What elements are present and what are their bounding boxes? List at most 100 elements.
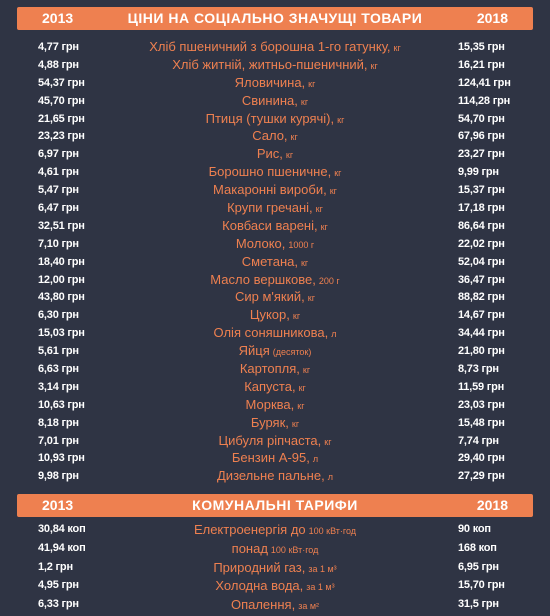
year-2018-label: 2018 [476,10,508,26]
price-2018: 168 коп [458,541,497,554]
price-2013: 18,40 грн [38,255,85,268]
price-2013: 43,80 грн [38,291,85,304]
list-item: 41,94 коп понад 100 кВт·год 168 коп [0,539,550,558]
list-item: 32,51 грн Ковбаси варені, кг 86,64 грн [0,217,550,235]
price-2013: 1,2 грн [38,560,73,573]
list-item: 6,33 грн Опалення, за м² 31,5 грн [0,595,550,614]
item-unit: кг [334,168,342,179]
item-unit: кг [285,150,294,161]
price-2013: 8,18 грн [38,416,79,429]
list-item: 4,95 грн Холодна вода, за 1 м³ 15,70 грн [0,576,550,595]
list-item: 5,61 грн Яйця (десяток) 21,80 грн [0,342,550,360]
price-2013: 15,03 грн [38,327,85,340]
item-unit: 200 г [318,275,340,286]
list-item: 6,63 грн Картопля, кг 8,73 грн [0,360,550,378]
item-name: Буряк, кг [0,414,550,433]
item-unit: 100 кВт·год [270,544,319,555]
item-name: Крупи гречані, кг [0,199,550,218]
price-2013: 4,61 грн [38,166,79,179]
item-unit: кг [320,221,328,232]
price-2013: 4,88 грн [38,58,79,71]
price-2018: 31,5 грн [458,598,499,611]
utility-tariff-list: 30,84 коп Електроенергія до 100 кВт·год 90 … [0,520,550,614]
year-2018-label: 2018 [476,497,508,513]
item-name: Капуста, кг [0,378,550,397]
item-name-text: Макаронні вироби, [213,182,327,198]
list-item: 30,84 коп Електроенергія до 100 кВт·год 90 … [0,520,550,539]
item-name-text: Олія соняшникова, [213,325,329,341]
item-unit: кг [329,186,337,197]
item-name-text: Яйця [238,343,270,359]
goods-price-list: 4,77 грн Хліб пшеничний з борошна 1-го га… [0,38,550,485]
item-name: Опалення, за м² [0,595,550,616]
item-name: Дизельне пальне, л [0,467,550,486]
price-2018: 15,35 грн [458,41,505,53]
price-2018: 16,21 грн [458,58,505,71]
price-2013: 6,30 грн [38,309,79,322]
price-2018: 11,59 грн [458,380,505,393]
list-item: 10,63 грн Морква, кг 23,03 грн [0,396,550,414]
price-2018: 52,04 грн [458,255,505,268]
item-name: Морква, кг [0,396,550,415]
item-unit: за 1 м³ [308,563,337,574]
price-2018: 17,18 грн [458,202,505,215]
list-item: 4,88 грн Хліб житній, житньо-пшеничний, кг… [0,56,550,74]
item-name-text: Борошно пшеничне, [208,164,332,180]
list-item: 10,93 грн Бензин А-95, л 29,40 грн [0,449,550,467]
item-unit: за м² [298,601,320,612]
price-2018: 14,67 грн [458,309,505,322]
list-item: 4,77 грн Хліб пшеничний з борошна 1-го га… [0,38,550,56]
item-name-text: Морква, [245,396,295,412]
item-unit: л [312,454,319,465]
item-unit: кг [292,311,301,322]
item-unit: 1000 г [288,239,315,250]
item-name-text: Природний газ, [213,559,306,575]
item-name: Макаронні вироби, кг [0,181,550,200]
list-item: 21,65 грн Птиця (тушки курячі), кг 54,70 гр… [0,110,550,128]
price-2013: 9,98 грн [38,470,79,483]
item-name-text: Дизельне пальне, [217,468,325,484]
section-title: ЦІНИ НА СОЦІАЛЬНО ЗНАЧУЩІ ТОВАРИ [127,10,423,26]
item-unit: кг [302,365,311,376]
item-name-text: Хліб пшеничний з борошна 1-го гатунку, [149,39,391,54]
item-name-text: Хліб житній, житньо-пшеничний, [172,56,368,72]
price-2018: 124,41 грн [458,76,511,89]
list-item: 45,70 грн Свинина, кг 114,28 грн [0,92,550,110]
item-name: Природний газ, за 1 м³ [0,558,550,579]
price-2013: 41,94 коп [38,541,86,554]
item-name-text: Птиця (тушки курячі), [205,110,335,126]
item-name-text: Цукор, [249,307,290,323]
price-2018: 88,82 грн [458,291,505,304]
price-2013: 12,00 грн [38,273,85,286]
item-unit: кг [298,382,306,393]
item-name: Птиця (тушки курячі), кг [0,110,550,129]
item-name-text: Опалення, [230,597,296,613]
price-2018: 23,27 грн [458,148,505,161]
price-2018: 8,73 грн [458,363,499,376]
item-name-text: Рис, [256,146,283,162]
price-2018: 9,99 грн [458,166,499,179]
list-item: 5,47 грн Макаронні вироби, кг 15,37 грн [0,181,550,199]
item-unit: кг [307,293,315,304]
price-2018: 15,70 грн [458,579,505,592]
price-2018: 36,47 грн [458,273,505,286]
item-name-text: Цибуля ріпчаста, [218,432,322,448]
price-2013: 7,10 грн [38,237,79,250]
price-2018: 15,37 грн [458,184,505,197]
item-unit: кг [297,400,305,411]
price-2013: 54,37 грн [38,76,85,89]
price-2018: 7,74 грн [458,434,499,447]
price-2018: 114,28 грн [458,94,511,107]
year-2013-label: 2013 [42,497,74,513]
list-item: 18,40 грн Сметана, кг 52,04 грн [0,253,550,271]
price-2018: 86,64 грн [458,219,505,232]
price-2013: 10,93 грн [38,452,85,465]
item-name: Яйця (десяток) [0,342,550,361]
item-unit: кг [315,204,323,215]
item-name: Свинина, кг [0,92,550,111]
price-2013: 6,33 грн [38,598,79,611]
item-name: Сало, кг [0,127,550,146]
item-name: Хліб пшеничний з борошна 1-го гатунку, кг [0,38,550,57]
item-name: Картопля, кг [0,360,550,379]
